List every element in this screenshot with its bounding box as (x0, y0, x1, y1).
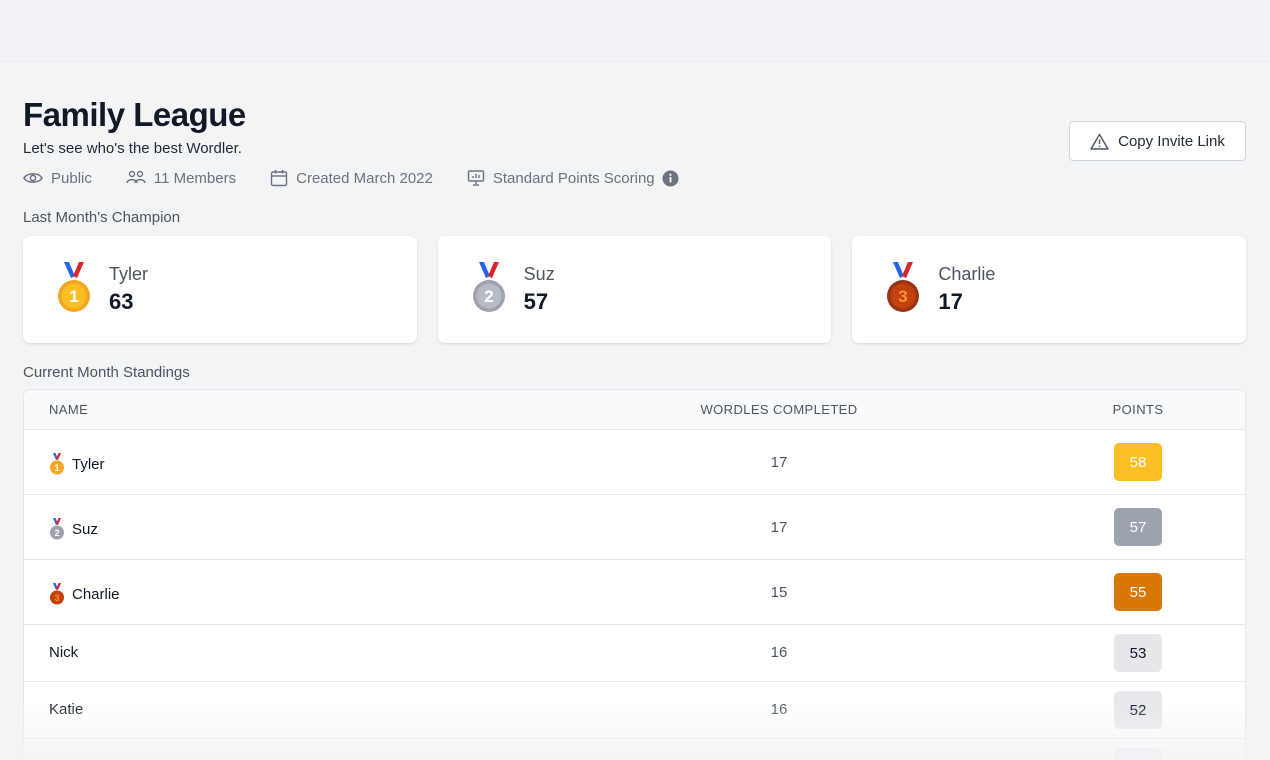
row-wordles-cell: 17 (770, 454, 788, 471)
champion-card: 2 Suz 57 (437, 236, 832, 343)
gold-medal-icon: 1 (58, 262, 90, 312)
points-badge: 57 (1114, 508, 1162, 546)
points-badge (1114, 748, 1162, 760)
gold-medal-icon: 1 (50, 453, 64, 475)
table-row[interactable]: Nick 16 53 (24, 625, 1245, 682)
top-bar (0, 0, 1270, 62)
points-badge: 55 (1114, 573, 1162, 611)
player-name: Nick (49, 644, 79, 661)
eye-icon (23, 173, 43, 183)
row-name-cell: 3 Charlie (49, 583, 120, 605)
meta-visibility: Public (23, 170, 92, 187)
users-icon (126, 170, 146, 184)
svg-text:2: 2 (54, 528, 59, 538)
calendar-icon (270, 170, 288, 187)
copy-invite-link-button[interactable]: Copy Invite Link (1069, 121, 1246, 161)
meta-members: 11 Members (126, 170, 236, 187)
meta-visibility-label: Public (51, 169, 92, 187)
table-row[interactable]: Katie 16 52 (24, 682, 1245, 739)
row-wordles-cell: 16 (770, 701, 788, 718)
champion-points: 63 (109, 289, 134, 314)
info-icon[interactable] (662, 170, 679, 187)
bronze-medal-icon: 3 (50, 583, 64, 605)
champion-name: Charlie (938, 264, 996, 284)
row-wordles-cell: 17 (770, 519, 788, 536)
table-row[interactable]: 3 Charlie 15 55 (24, 560, 1245, 625)
table-header: NAME WORDLES COMPLETED POINTS (24, 390, 1245, 430)
champion-points: 17 (938, 289, 963, 314)
meta-members-label: 11 Members (153, 169, 237, 187)
points-badge: 58 (1114, 443, 1162, 481)
meta-scoring-label: Standard Points Scoring (492, 169, 655, 187)
table-row[interactable]: 2 Suz 17 57 (24, 495, 1245, 560)
league-meta: Public 11 Members Created March 2022 (23, 168, 721, 188)
column-header-points[interactable]: POINTS (1112, 402, 1164, 417)
svg-text:3: 3 (54, 593, 59, 603)
meta-created: Created March 2022 (270, 169, 433, 187)
svg-text:1: 1 (69, 287, 78, 306)
row-name-cell: Katie (49, 701, 83, 718)
row-wordles-cell: 16 (770, 644, 788, 661)
champion-cards: 1 Tyler 63 2 Suz 57 3 (23, 236, 1247, 343)
table-row[interactable]: 1 Tyler 17 58 (24, 430, 1245, 495)
points-badge: 53 (1114, 634, 1162, 672)
copy-invite-link-label: Copy Invite Link (1118, 132, 1225, 150)
svg-text:2: 2 (484, 287, 493, 306)
champion-card: 1 Tyler 63 (23, 236, 417, 343)
presentation-chart-icon (467, 170, 485, 186)
player-name: Tyler (72, 455, 105, 473)
svg-text:3: 3 (899, 287, 908, 306)
page-subtitle: Let's see who's the best Wordler. (23, 140, 242, 157)
row-name-cell: Nick (49, 644, 78, 661)
row-name-cell: 1 Tyler (49, 453, 105, 475)
warning-triangle-icon (1090, 133, 1109, 150)
row-name-cell: 2 Suz (49, 518, 98, 540)
champion-name: Suz (523, 264, 555, 284)
silver-medal-icon: 2 (50, 518, 64, 540)
meta-created-label: Created March 2022 (296, 169, 433, 187)
points-badge: 52 (1114, 691, 1162, 729)
champion-points: 57 (523, 289, 549, 314)
silver-medal-icon: 2 (472, 262, 505, 312)
champion-card: 3 Charlie 17 (852, 236, 1247, 343)
svg-text:1: 1 (54, 463, 59, 473)
column-header-name[interactable]: NAME (49, 402, 89, 417)
bronze-medal-icon: 3 (887, 262, 920, 312)
standings-section-label: Current Month Standings (23, 364, 190, 381)
column-header-wordles[interactable]: WORDLES COMPLETED (700, 402, 858, 417)
player-name: Charlie (72, 585, 120, 603)
meta-scoring: Standard Points Scoring (467, 169, 687, 187)
standings-table: NAME WORDLES COMPLETED POINTS 1 Tyler 17… (23, 389, 1246, 760)
row-wordles-cell: 15 (770, 584, 788, 601)
champion-section-label: Last Month's Champion (23, 209, 181, 226)
player-name: Katie (49, 701, 84, 718)
page-title: Family League (23, 96, 246, 133)
table-row[interactable] (24, 739, 1245, 760)
player-name: Suz (72, 520, 98, 538)
champion-name: Tyler (109, 264, 149, 284)
